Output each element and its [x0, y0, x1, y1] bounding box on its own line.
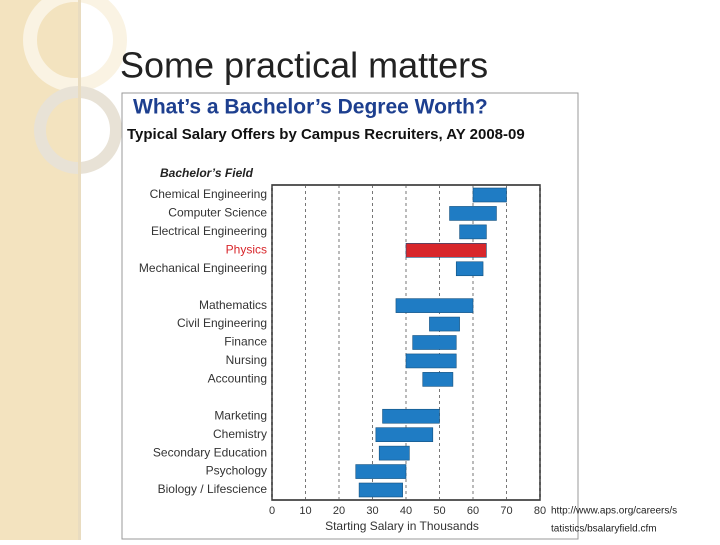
category-label: Mathematics [199, 298, 267, 312]
bar [472, 187, 507, 203]
x-tick-label: 20 [333, 505, 345, 517]
x-tick-label: 0 [269, 505, 275, 517]
x-tick-label: 80 [534, 505, 546, 517]
slide-title: Some practical matters [120, 45, 488, 86]
x-axis-label: Starting Salary in Thousands [325, 519, 479, 533]
x-tick-label: 10 [299, 505, 311, 517]
decor-circle [23, 0, 127, 92]
bar [459, 224, 487, 240]
bar [395, 298, 474, 313]
x-tick-label: 50 [433, 505, 445, 517]
category-label: Chemical Engineering [150, 187, 267, 201]
bar [455, 261, 484, 277]
bar [375, 427, 434, 442]
x-tick-label: 70 [500, 505, 512, 517]
category-label: Chemistry [213, 427, 267, 441]
plot: 0 10 20 30 40 50 60 70 80 Chemical Engineering Com… [139, 184, 546, 517]
chart-title: What’s a Bachelor’s Degree Worth? [133, 96, 488, 119]
source-line: tatistics/bsalaryfield.cfm [551, 524, 657, 535]
category-label: Civil Engineering [177, 316, 267, 330]
category-label: Secondary Education [153, 445, 267, 459]
category-label: Accounting [208, 372, 267, 386]
bar [429, 316, 460, 332]
category-label: Electrical Engineering [151, 224, 267, 238]
category-label: Finance [224, 335, 267, 349]
bar [405, 353, 457, 369]
y-axis-label: Bachelor’s Field [160, 166, 254, 180]
bar [405, 243, 487, 258]
source-line: http://www.aps.org/careers/s [551, 506, 677, 517]
category-label: Mechanical Engineering [139, 261, 267, 275]
category-label: Physics [226, 242, 267, 256]
category-label: Computer Science [168, 206, 267, 220]
divider [78, 0, 81, 540]
bar [358, 482, 403, 498]
x-tick-label: 60 [467, 505, 479, 517]
bar [422, 372, 454, 387]
category-label: Psychology [206, 464, 267, 478]
category-label: Nursing [226, 353, 267, 367]
chart-subtitle: Typical Salary Offers by Campus Recruite… [127, 126, 525, 143]
bar [412, 335, 457, 350]
category-label: Biology / Lifescience [158, 482, 268, 496]
bar [449, 206, 497, 221]
category-label: Marketing [214, 408, 267, 422]
x-tick-label: 30 [366, 505, 378, 517]
x-tick-label: 40 [400, 505, 412, 517]
bar [378, 445, 410, 461]
bar [355, 464, 407, 479]
bar [382, 408, 440, 424]
